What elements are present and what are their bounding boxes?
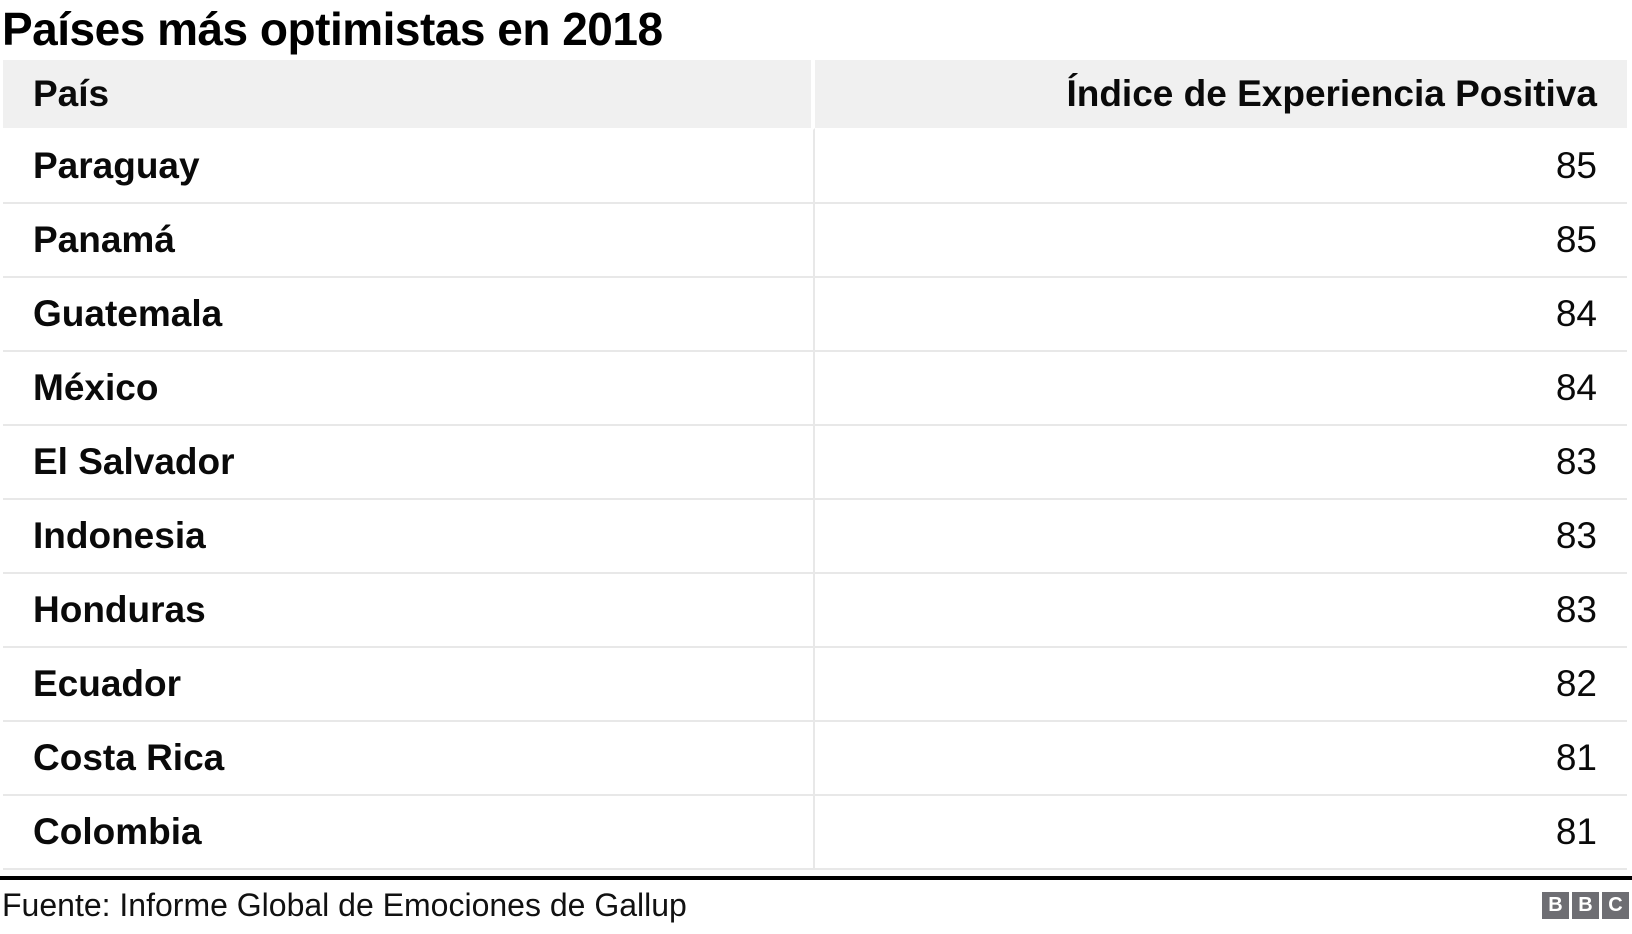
value-cell: 82: [815, 646, 1627, 720]
bbc-logo: B B C: [1542, 891, 1629, 919]
source-divider: [0, 876, 1632, 880]
data-table: País Índice de Experiencia Positiva Para…: [3, 60, 1627, 870]
table-row: El Salvador 83: [3, 424, 1627, 498]
table-row: Honduras 83: [3, 572, 1627, 646]
page-title: Países más optimistas en 2018: [2, 3, 663, 55]
country-cell: Panamá: [3, 202, 815, 276]
country-cell: El Salvador: [3, 424, 815, 498]
column-header-index: Índice de Experiencia Positiva: [815, 60, 1627, 128]
value-cell: 83: [815, 498, 1627, 572]
table-row: México 84: [3, 350, 1627, 424]
chart-container: Países más optimistas en 2018 País Índic…: [0, 4, 1632, 934]
table-row: Paraguay 85: [3, 128, 1627, 202]
table-header-row: País Índice de Experiencia Positiva: [3, 60, 1627, 128]
value-cell: 85: [815, 202, 1627, 276]
value-cell: 85: [815, 128, 1627, 202]
table-row: Colombia 81: [3, 794, 1627, 870]
table-row: Indonesia 83: [3, 498, 1627, 572]
table-row: Guatemala 84: [3, 276, 1627, 350]
column-header-country: País: [3, 60, 815, 128]
value-cell: 81: [815, 720, 1627, 794]
country-cell: Guatemala: [3, 276, 815, 350]
table-row: Costa Rica 81: [3, 720, 1627, 794]
chart-footer: Fuente: Informe Global de Emociones de G…: [0, 880, 1632, 930]
country-cell: Ecuador: [3, 646, 815, 720]
source-note: Fuente: Informe Global de Emociones de G…: [2, 886, 687, 923]
country-cell: Paraguay: [3, 128, 815, 202]
value-cell: 84: [815, 276, 1627, 350]
country-cell: Costa Rica: [3, 720, 815, 794]
value-cell: 84: [815, 350, 1627, 424]
table-row: Ecuador 82: [3, 646, 1627, 720]
country-cell: Colombia: [3, 794, 815, 870]
bbc-logo-letter: C: [1602, 891, 1629, 919]
value-cell: 81: [815, 794, 1627, 870]
value-cell: 83: [815, 572, 1627, 646]
country-cell: Honduras: [3, 572, 815, 646]
bbc-logo-letter: B: [1572, 891, 1599, 919]
country-cell: México: [3, 350, 815, 424]
table-row: Panamá 85: [3, 202, 1627, 276]
country-cell: Indonesia: [3, 498, 815, 572]
bbc-logo-letter: B: [1542, 891, 1569, 919]
value-cell: 83: [815, 424, 1627, 498]
